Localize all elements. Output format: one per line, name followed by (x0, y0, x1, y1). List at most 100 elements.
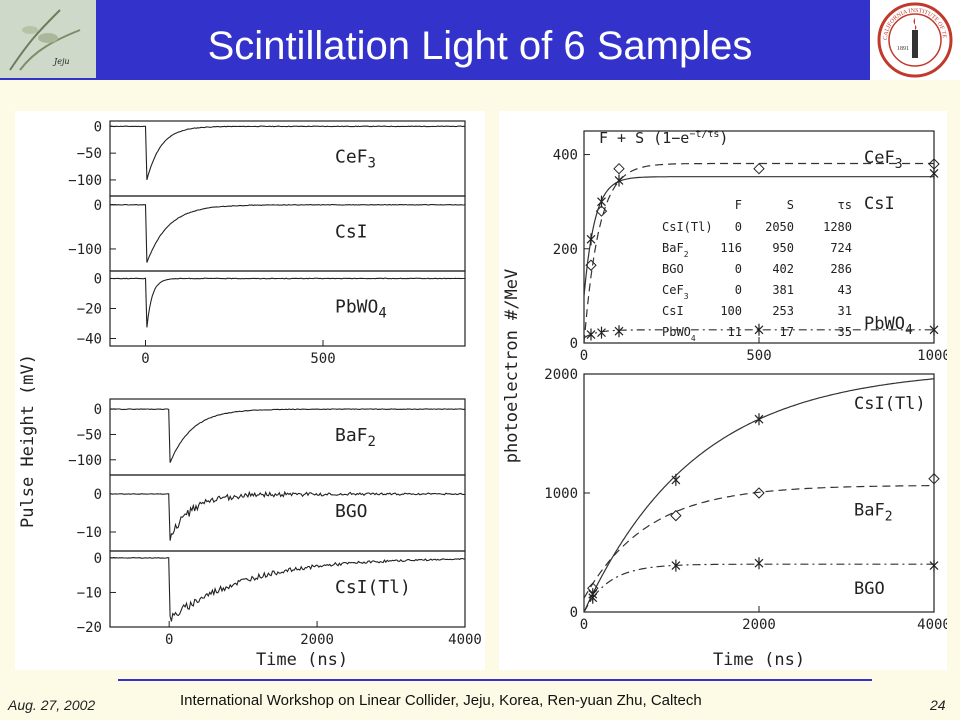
curve-label: BaF2 (854, 501, 893, 525)
fit-curve (583, 176, 934, 296)
x-tick-label: 4000 (917, 617, 947, 633)
data-point (929, 559, 939, 572)
table-cell: 381 (772, 283, 794, 297)
data-point (613, 162, 625, 175)
table-row-label: CsI(Tl) (662, 220, 713, 234)
x-tick-label: 2000 (300, 632, 334, 648)
data-point (753, 162, 765, 175)
pulse-panel-frame (109, 550, 466, 628)
x-tick-label: 500 (746, 348, 771, 364)
data-point (754, 557, 764, 570)
table-cell: 402 (772, 262, 794, 276)
page-number: 24 (930, 697, 946, 713)
data-point (597, 195, 606, 208)
data-point (928, 473, 940, 485)
x-tick-label: 0 (141, 351, 149, 367)
y-tick-label: −50 (77, 146, 102, 162)
table-cell: 2050 (765, 220, 794, 234)
fit-curve (583, 485, 934, 599)
time-xlabel-right: Time (ns) (713, 650, 805, 670)
y-tick-label: 0 (570, 605, 578, 621)
table-cell: 0 (735, 262, 742, 276)
data-point (586, 328, 596, 341)
table-row-label: CsI (662, 304, 684, 318)
right-panel: photoelectron #/MeV Time (ns) F + S (1−e… (499, 111, 951, 670)
y-tick-label: 200 (553, 242, 578, 258)
x-tick-label: 0 (580, 617, 588, 633)
y-tick-label: −100 (68, 242, 102, 258)
curve-label: BGO (854, 579, 885, 599)
time-xlabel-left: Time (ns) (256, 650, 348, 670)
y-tick-label: −40 (77, 332, 102, 348)
x-tick-label: 4000 (448, 632, 482, 648)
data-point (670, 509, 682, 522)
table-cell: 116 (720, 241, 742, 255)
y-tick-label: 0 (94, 487, 102, 503)
scintillator-label: CeF3 (335, 146, 376, 171)
curve-label: CsI (864, 194, 895, 214)
pulse-trace (109, 277, 465, 328)
y-tick-label: −50 (77, 427, 102, 443)
formula: F + S (1−e−t/τs) (599, 129, 728, 147)
data-point (614, 174, 624, 187)
data-point (588, 591, 598, 604)
footer-text: International Workshop on Linear Collide… (180, 692, 702, 709)
left-panel: Pulse Height (mV) Time (ns) 0 −50 −100 CeF3… (15, 111, 485, 670)
data-point (614, 325, 624, 338)
photoelectron-ylabel: photoelectron #/MeV (502, 269, 522, 463)
caltech-seal: CALIFORNIA INSTITUTE OF TECHNOLOGY 1891 (868, 0, 960, 80)
scintillator-label: PbWO4 (335, 296, 387, 321)
pulse-panel-frame (109, 195, 466, 272)
x-tick-label: 0 (165, 632, 173, 648)
y-tick-label: 0 (570, 336, 578, 352)
table-row-label: BGO (662, 262, 684, 276)
table-cell: 1280 (823, 220, 852, 234)
photoelectron-yield-chart: photoelectron #/MeV Time (ns) F + S (1−e… (502, 129, 951, 670)
pulse-trace (109, 125, 466, 180)
curve-label: CeF3 (864, 148, 903, 172)
table-cell: 31 (838, 304, 852, 318)
slide-title: Scintillation Light of 6 Samples (207, 24, 753, 68)
jeju-logo: Jeju (0, 0, 96, 78)
scintillator-label: BGO (335, 501, 368, 522)
data-point (929, 167, 939, 180)
y-tick-label: −20 (77, 302, 102, 318)
pulse-trace (109, 408, 466, 463)
y-tick-label: 400 (553, 148, 578, 164)
scintillator-label: CsI (335, 221, 368, 242)
table-cell: 724 (830, 241, 852, 255)
curve-label: CsI(Tl) (854, 394, 926, 414)
table-cell: 0 (735, 220, 742, 234)
y-tick-label: −100 (68, 453, 102, 469)
scintillator-label: BaF2 (335, 425, 376, 450)
x-tick-label: 1000 (917, 348, 947, 364)
x-tick-label: 2000 (742, 617, 776, 633)
y-tick-label: 0 (94, 402, 102, 418)
pulse-panel-frame (109, 474, 466, 552)
table-cell: 43 (838, 283, 852, 297)
data-point (597, 326, 606, 339)
scintillator-label: CsI(Tl) (335, 577, 411, 598)
data-point (754, 323, 764, 336)
title-bar (0, 0, 960, 80)
jeju-logo-text: Jeju (52, 57, 70, 66)
table-cell: 286 (830, 262, 852, 276)
pulse-height-ylabel: Pulse Height (mV) (18, 354, 38, 528)
y-tick-label: 2000 (544, 367, 578, 383)
table-row-label: CeF3 (662, 283, 689, 301)
y-tick-label: −10 (77, 585, 102, 601)
table-cell: 35 (838, 325, 852, 339)
x-tick-label: 0 (580, 348, 588, 364)
y-tick-label: −20 (77, 620, 102, 636)
pulse-shapes-chart: Pulse Height (mV) Time (ns) 0−50−100CeF3… (18, 119, 482, 670)
table-cell: 253 (772, 304, 794, 318)
pulse-panel-frame (109, 120, 466, 197)
y-tick-label: 0 (94, 198, 102, 214)
pulse-trace (109, 203, 466, 263)
footer-date: Aug. 27, 2002 (8, 697, 96, 713)
table-cell: 100 (720, 304, 742, 318)
y-tick-label: 1000 (544, 486, 578, 502)
fit-curve (583, 162, 934, 344)
y-tick-label: 0 (94, 119, 102, 135)
table-cell: 11 (728, 325, 742, 339)
